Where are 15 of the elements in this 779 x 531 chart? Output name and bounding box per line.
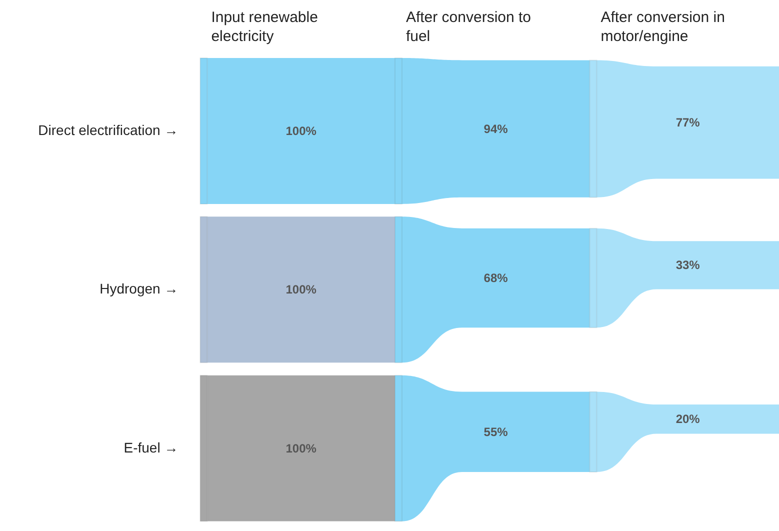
data-label: 100% — [286, 282, 317, 297]
data-label: 100% — [286, 441, 317, 456]
data-label: 20% — [676, 412, 700, 426]
category-label: Input renewable electricity — [211, 9, 322, 45]
category-label: After conversion to fuel — [406, 9, 536, 45]
data-label: 33% — [676, 258, 700, 272]
category-label: After conversion in motor/engine — [600, 9, 730, 45]
text: Hydrogen → — [100, 280, 178, 297]
data-label: 68% — [484, 270, 508, 285]
data-label: 94% — [484, 122, 508, 136]
data-label: 100% — [286, 124, 317, 138]
data-label: 55% — [484, 424, 508, 439]
data-label: 77% — [676, 116, 700, 130]
text: E-fuel → — [124, 439, 178, 456]
text: Direct electrification → — [38, 122, 178, 138]
